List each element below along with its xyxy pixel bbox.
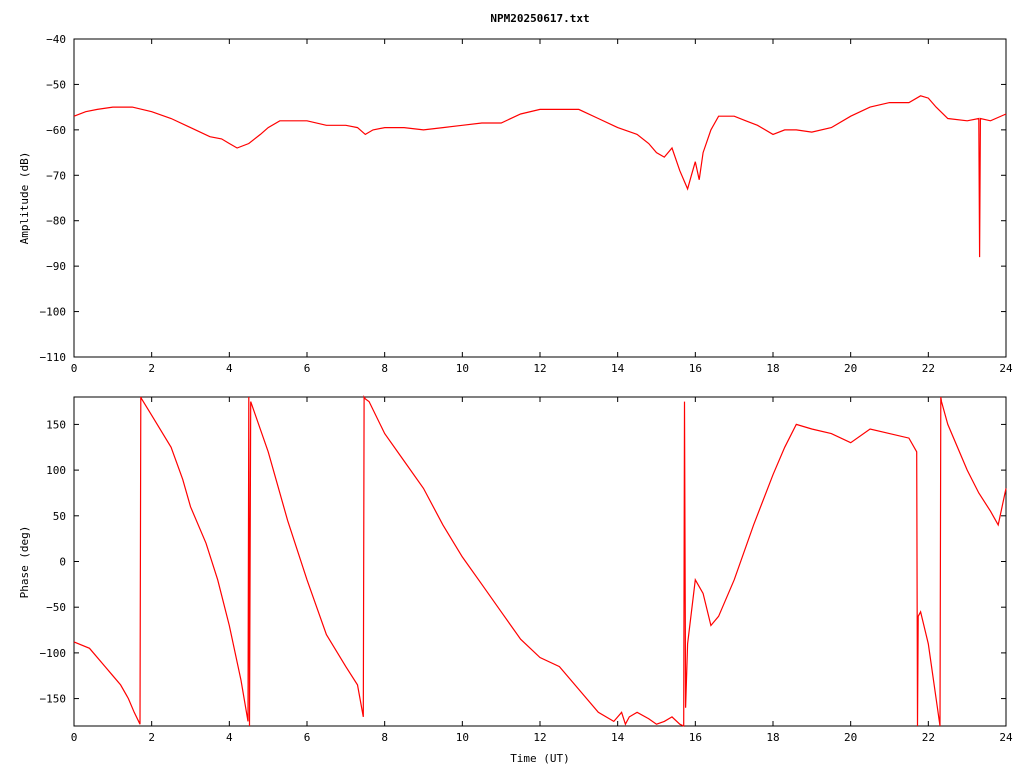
phase-y-tick-label: 150 [46,418,66,431]
amplitude-series-line [73,95,1007,258]
amplitude-x-tick-label: 18 [766,362,779,375]
phase-x-tick-label: 10 [456,731,469,744]
amplitude-y-tick-label: −110 [40,351,67,364]
amplitude-x-tick-label: 20 [844,362,857,375]
phase-x-tick-label: 2 [148,731,155,744]
amplitude-x-tick-label: 2 [148,362,155,375]
phase-x-tick-label: 20 [844,731,857,744]
amplitude-y-tick-label: −70 [46,169,66,182]
amplitude-y-axis-label: Amplitude (dB) [18,152,31,245]
amplitude-y-tick-label: −90 [46,260,66,273]
amplitude-x-tick-label: 22 [922,362,935,375]
phase-x-tick-label: 22 [922,731,935,744]
phase-y-tick-label: 100 [46,464,66,477]
phase-plot-frame [73,396,1007,727]
phase-x-tick-label: 18 [766,731,779,744]
amplitude-x-tick-label: 0 [71,362,78,375]
phase-y-axis-label: Phase (deg) [18,526,31,599]
phase-y-tick-label: 50 [53,510,66,523]
phase-y-tick-label: −150 [40,693,67,706]
phase-panel: 0 2 4 6 8 10 12 14 16 18 20 22 24150100500−50−100−15… [18,395,1013,765]
phase-x-tick-label: 14 [611,731,625,744]
amplitude-x-tick-label: 14 [611,362,625,375]
amplitude-y-tick-label: −50 [46,78,66,91]
phase-x-tick-label: 12 [533,731,546,744]
x-axis-label: Time (UT) [510,752,570,765]
amplitude-x-tick-label: 12 [533,362,546,375]
amplitude-x-tick-label: 8 [381,362,388,375]
phase-y-tick-label: −50 [46,601,66,614]
phase-x-tick-label: 24 [999,731,1013,744]
phase-x-tick-label: 8 [381,731,388,744]
phase-y-tick-label: 0 [59,556,66,569]
phase-x-tick-label: 0 [71,731,78,744]
phase-y-tick-label: −100 [40,647,67,660]
amplitude-x-tick-label: 10 [456,362,469,375]
amplitude-x-tick-label: 24 [999,362,1013,375]
amplitude-y-tick-label: −100 [40,306,67,319]
phase-x-tick-label: 16 [689,731,702,744]
amplitude-x-tick-label: 6 [304,362,311,375]
amplitude-y-tick-label: −80 [46,215,66,228]
amplitude-plot-frame [73,38,1007,358]
amplitude-x-tick-label: 16 [689,362,702,375]
phase-series-line [73,395,1007,727]
amplitude-panel: NPM20250617.txt 0 2 4 6 8 10 12 14 16 18 20 22 24−40… [18,12,1013,375]
amplitude-y-tick-label: −60 [46,124,66,137]
chart-title: NPM20250617.txt [490,12,589,25]
amplitude-y-tick-label: −40 [46,33,66,46]
phase-x-tick-label: 6 [304,731,311,744]
phase-x-tick-label: 4 [226,731,233,744]
amplitude-x-tick-label: 4 [226,362,233,375]
